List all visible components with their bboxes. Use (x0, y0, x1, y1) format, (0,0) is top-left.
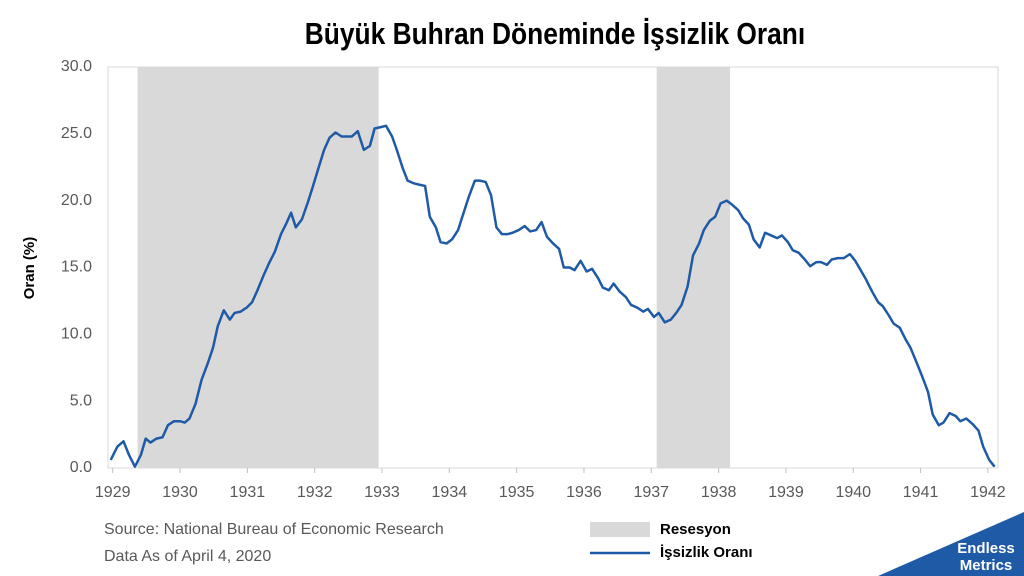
logo-text: Endless (957, 540, 1015, 557)
x-tick-label: 1937 (633, 484, 669, 501)
source-text: Source: National Bureau of Economic Rese… (104, 521, 444, 538)
plot-frame (107, 66, 999, 469)
chart-title: Büyük Buhran Döneminde İşsizlik Oranı (305, 17, 805, 51)
x-tick-label: 1936 (566, 484, 602, 501)
x-tick-label: 1940 (835, 484, 871, 501)
y-tick-label: 0.0 (70, 459, 92, 476)
x-tick-label: 1935 (499, 484, 535, 501)
x-tick-label: 1942 (970, 484, 1006, 501)
x-tick-label: 1938 (701, 484, 737, 501)
logo-text: Metrics (960, 557, 1013, 574)
y-tick-label: 20.0 (61, 192, 92, 209)
recession-band (137, 67, 379, 468)
data-line (109, 124, 996, 468)
recession-band (656, 67, 731, 468)
x-tick-label: 1939 (768, 484, 804, 501)
y-axis-label: Oran (%) (21, 237, 38, 300)
legend-label: İşsizlik Oranı (660, 544, 753, 561)
y-tick-label: 25.0 (61, 125, 92, 142)
y-tick-label: 5.0 (70, 392, 92, 409)
logo-shape (878, 512, 1024, 576)
x-tick-label: 1934 (432, 484, 468, 501)
y-tick-label: 15.0 (61, 259, 92, 276)
x-tick-label: 1932 (297, 484, 333, 501)
y-tick-label: 30.0 (61, 58, 92, 75)
source-text: Data As of April 4, 2020 (104, 548, 271, 565)
legend-swatch (590, 522, 650, 537)
x-tick-label: 1930 (162, 484, 198, 501)
x-tick-label: 1941 (903, 484, 939, 501)
y-tick-label: 10.0 (61, 326, 92, 343)
x-tick-label: 1933 (364, 484, 400, 501)
legend-label: Resesyon (660, 521, 731, 538)
x-tick-label: 1931 (230, 484, 266, 501)
x-tick-label: 1929 (95, 484, 131, 501)
